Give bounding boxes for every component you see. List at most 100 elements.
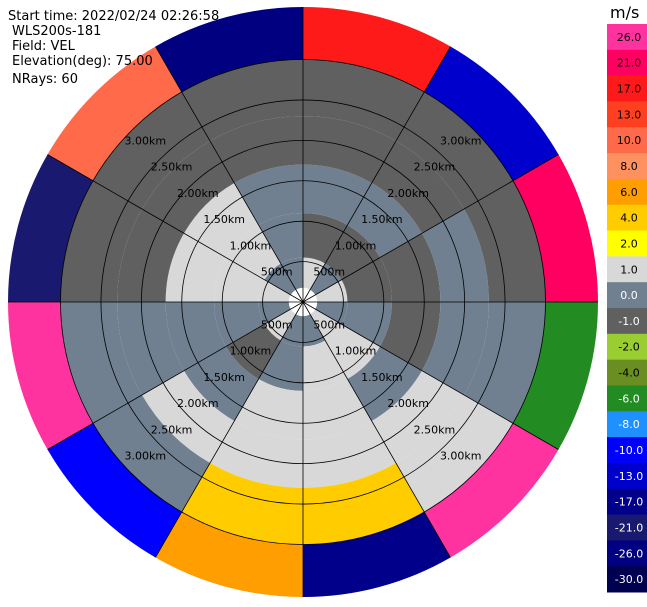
ppi-cell xyxy=(379,233,441,302)
colorbar-box xyxy=(607,359,647,386)
colorbar-box xyxy=(607,178,647,206)
ppi-cell xyxy=(303,378,372,440)
ppi-cell xyxy=(280,307,303,347)
colorbar-box xyxy=(607,282,647,309)
ppi-cell xyxy=(181,59,303,142)
ppi-cell xyxy=(303,59,425,142)
range-ring-labels: 500m 1.00km 1.50km 2.00km 2.50km 3.00km 500m 1.… xyxy=(124,134,481,462)
ppi-cell xyxy=(226,225,281,280)
azimuth-line xyxy=(47,301,304,450)
colorbar-box xyxy=(607,462,647,490)
field-label: Field: VEL xyxy=(12,39,76,54)
range-ring-label: 1.00km xyxy=(335,345,377,358)
ppi-cell xyxy=(8,154,94,302)
ppi-cell xyxy=(117,209,185,302)
ppi-cell xyxy=(371,370,464,463)
colorbar-tick-label: -17.0 xyxy=(615,496,643,509)
ppi-cell xyxy=(395,92,513,210)
ppi-cell xyxy=(210,420,303,488)
azimuth-lines xyxy=(8,7,598,597)
range-ring-label: 2.00km xyxy=(387,397,429,410)
ppi-cell xyxy=(325,324,380,379)
colorbar-box xyxy=(607,256,647,283)
ppi-cell xyxy=(424,46,559,181)
colorbar-tick-label: 2.0 xyxy=(620,237,638,250)
range-ring-label: 3.00km xyxy=(124,134,166,147)
ppi-cell xyxy=(47,423,182,558)
colorbar-tick-label: 17.0 xyxy=(617,83,642,96)
colorbar-tick-labels: 26.0 21.0 17.0 13.0 10.0 8.0 6.0 4.0 2.0 1.0 0.0 -1… xyxy=(615,31,643,586)
nrays-label: NRays: 60 xyxy=(12,72,78,87)
range-ring-label: 2.50km xyxy=(151,161,193,174)
ppi-cell xyxy=(214,257,265,302)
colorbar-box xyxy=(607,230,647,257)
ppi-cell xyxy=(303,511,451,597)
ppi-cell xyxy=(142,141,235,234)
range-ring-label: 1.50km xyxy=(203,213,245,226)
ppi-cell xyxy=(181,462,303,545)
ppi-cell xyxy=(303,307,326,347)
ppi-cell xyxy=(303,164,372,226)
colorbar-tick-label: -4.0 xyxy=(618,367,639,380)
colorbar-tick-label: -8.0 xyxy=(618,418,639,431)
ppi-cell xyxy=(421,302,489,395)
range-ring-label: 3.00km xyxy=(440,134,482,147)
ppi-cell xyxy=(303,257,326,297)
range-ring-label: 2.00km xyxy=(177,187,219,200)
range-ring-label: 2.50km xyxy=(414,161,456,174)
colorbar-tick-label: 10.0 xyxy=(617,134,642,147)
ppi-cell xyxy=(93,92,211,210)
ppi-cell xyxy=(424,423,559,558)
colorbar-tick-label: 26.0 xyxy=(617,31,642,44)
ppi-cell xyxy=(308,279,348,302)
ppi-cell xyxy=(347,346,422,421)
colorbar-box xyxy=(607,385,647,412)
colorbar-box xyxy=(607,411,647,438)
range-ring-label: 500m xyxy=(313,318,345,331)
ppi-cell xyxy=(512,154,598,302)
colorbar-tick-label: 0.0 xyxy=(620,289,638,302)
ppi-cell xyxy=(341,257,392,302)
colorbar-box xyxy=(607,127,647,154)
ppi-cell xyxy=(142,370,235,463)
azimuth-line xyxy=(155,301,304,558)
colorbar-tick-label: 4.0 xyxy=(620,212,638,225)
ppi-cell xyxy=(306,263,342,299)
colorbar-box xyxy=(607,75,647,102)
ppi-cell xyxy=(184,346,259,421)
colorbar-tick-label: 1.0 xyxy=(620,263,638,276)
ppi-cell xyxy=(155,511,303,597)
ppi-cell xyxy=(303,462,425,545)
ppi-cell xyxy=(155,7,303,93)
colorbar-tick-label: -2.0 xyxy=(618,341,639,354)
colorbar-tick-label: -1.0 xyxy=(618,315,639,328)
azimuth-line xyxy=(302,154,559,303)
ppi-cell xyxy=(8,302,94,450)
ppi-cell xyxy=(347,183,422,258)
ppi-cell xyxy=(264,263,300,299)
elevation-label: Elevation(deg): 75.00 xyxy=(12,54,153,69)
ppi-cell xyxy=(308,302,348,325)
ppi-cell xyxy=(306,305,342,341)
ppi-cell xyxy=(60,302,143,424)
range-ring-label: 1.50km xyxy=(203,371,245,384)
ppi-cell xyxy=(325,225,380,280)
colorbar-box xyxy=(607,488,647,516)
ppi-cell xyxy=(379,302,441,371)
ppi-cell xyxy=(463,180,546,302)
ppi-cell xyxy=(60,180,143,302)
azimuth-line xyxy=(155,46,304,303)
ppi-cell xyxy=(210,116,303,184)
ppi-cells xyxy=(8,7,598,597)
range-ring-label: 500m xyxy=(261,318,293,331)
range-ring-label: 2.50km xyxy=(151,423,193,436)
ppi-cell xyxy=(117,302,185,395)
colorbar-tick-label: -26.0 xyxy=(615,547,643,560)
ppi-cell xyxy=(303,420,396,488)
colorbar-tick-label: -21.0 xyxy=(615,521,643,534)
ppi-cell xyxy=(258,279,298,302)
colorbar-tick-label: 13.0 xyxy=(617,108,642,121)
ppi-cell xyxy=(341,302,392,347)
ppi-cell xyxy=(93,394,211,512)
colorbar-box xyxy=(607,204,647,232)
